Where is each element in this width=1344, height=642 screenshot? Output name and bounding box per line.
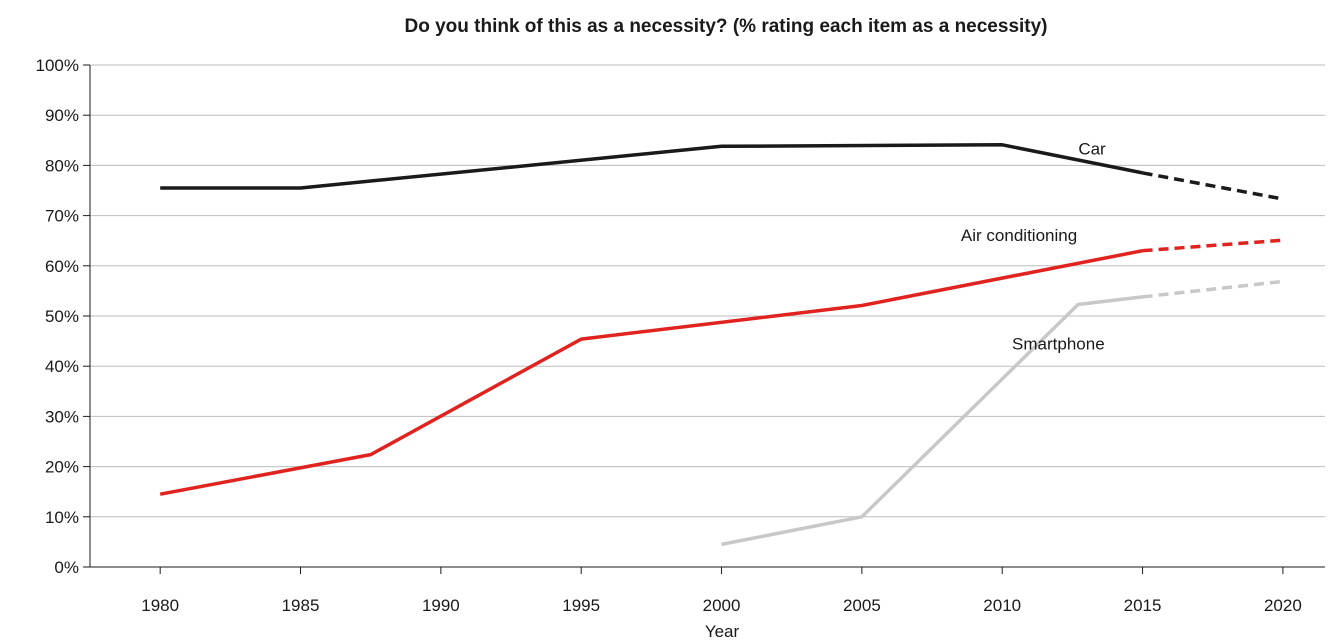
x-tick-label: 1985 [282, 596, 320, 615]
gridlines [90, 64, 1325, 518]
series-lines [159, 143, 1284, 547]
x-tick-label: 1990 [422, 596, 460, 615]
chart-title: Do you think of this as a necessity? (% … [404, 16, 1047, 37]
series-label-air-conditioning: Air conditioning [961, 226, 1077, 245]
x-tick-label: 2000 [703, 596, 741, 615]
series-label-car: Car [1078, 139, 1106, 158]
y-tick-label: 70% [45, 207, 79, 226]
x-tick-label: 2020 [1264, 596, 1302, 615]
y-tick-label: 20% [45, 458, 79, 477]
x-tick-label: 1995 [562, 596, 600, 615]
y-tick-label: 60% [45, 257, 79, 276]
series-label-smartphone: Smartphone [1012, 335, 1105, 354]
y-tick-label: 40% [45, 357, 79, 376]
x-tick-label: 2015 [1124, 596, 1162, 615]
series-projection-smartphone [1142, 279, 1284, 299]
series-line-air-conditioning [159, 248, 1143, 496]
series-line-smartphone [721, 295, 1143, 547]
series-projection-air-conditioning [1142, 238, 1284, 253]
y-tick-label: 90% [45, 106, 79, 125]
y-tick-label: 30% [45, 407, 79, 426]
x-tick-label: 2005 [843, 596, 881, 615]
y-axis-ticks: 0% 10% 20% 30% 40% 50% 60% 70% 80% 90% 100% [36, 56, 90, 577]
x-axis-label: Year [705, 622, 740, 641]
y-tick-label: 0% [54, 558, 79, 577]
x-axis-ticks: 1980 1985 1990 1995 2000 2005 2010 2015 2020 [141, 567, 1302, 615]
series-projection-car [1142, 171, 1284, 201]
y-tick-label: 10% [45, 508, 79, 527]
y-tick-label: 100% [36, 56, 79, 75]
y-tick-label: 50% [45, 307, 79, 326]
y-tick-label: 80% [45, 156, 79, 175]
series-labels: Car Air conditioning Smartphone [961, 139, 1106, 353]
x-tick-label: 2010 [983, 596, 1021, 615]
series-line-car [160, 143, 1143, 190]
x-tick-label: 1980 [141, 596, 179, 615]
